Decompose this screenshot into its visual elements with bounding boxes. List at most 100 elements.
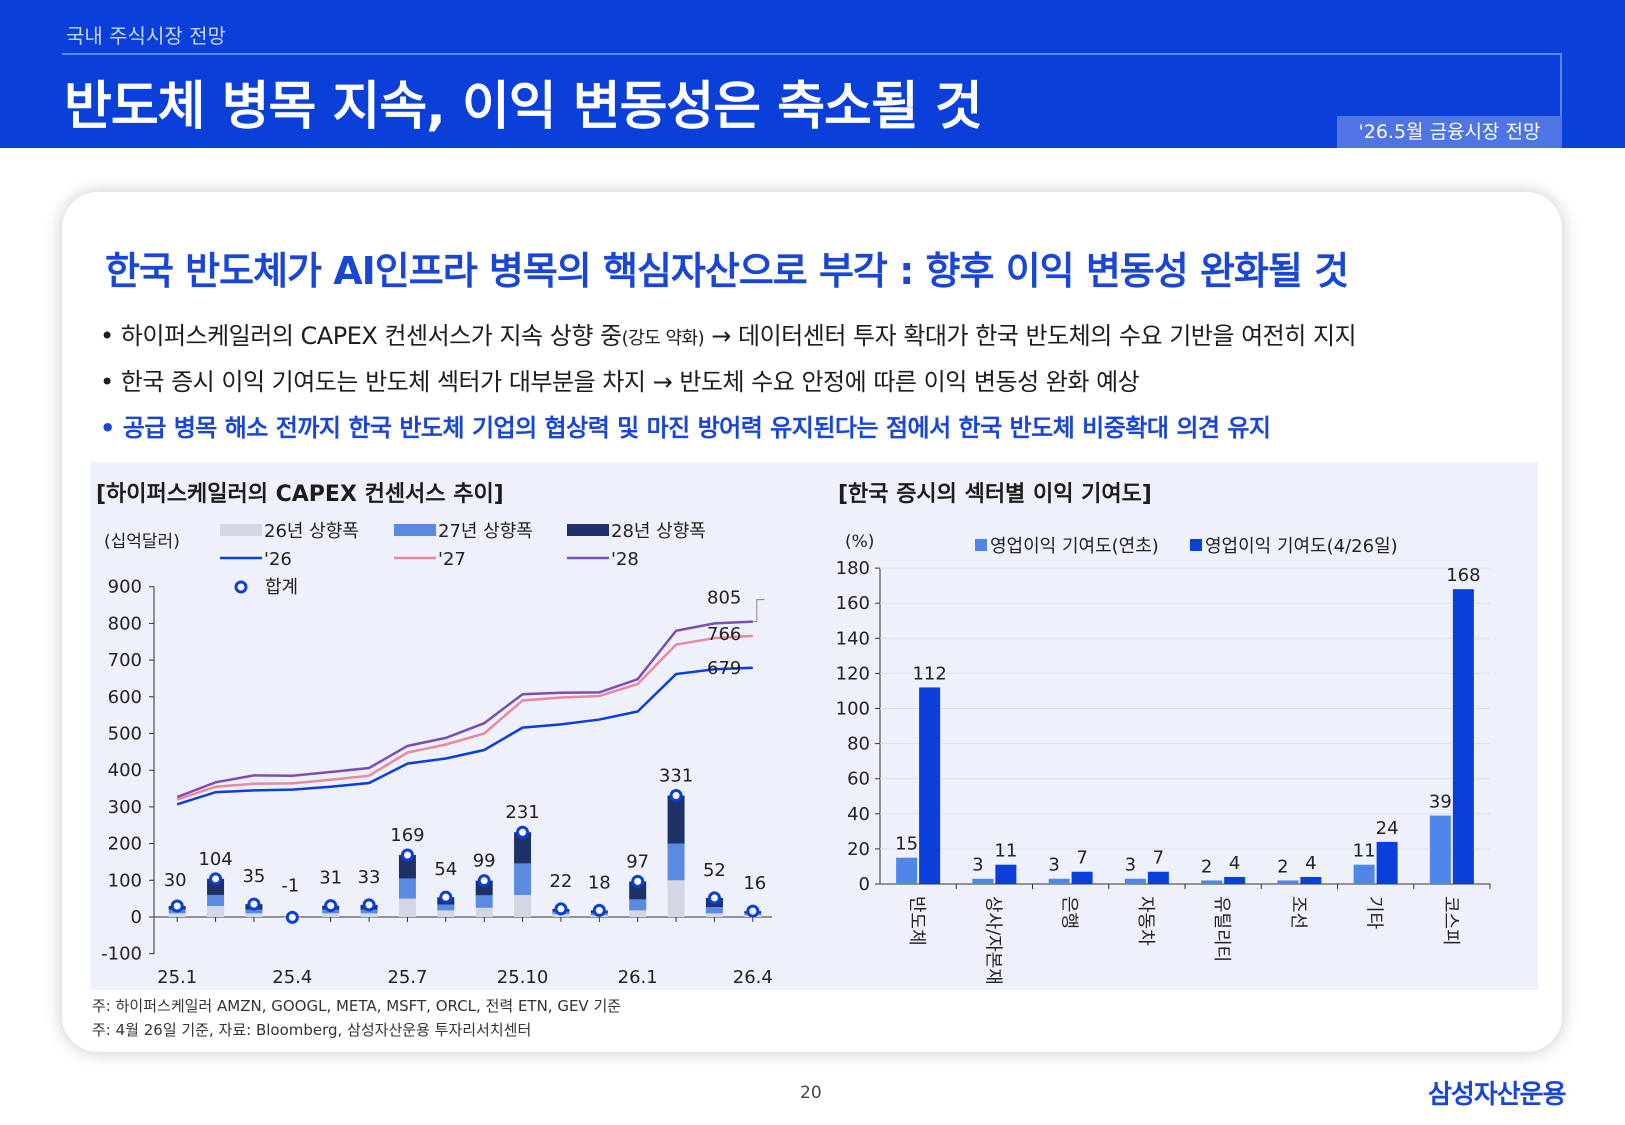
capex-total-marker <box>324 899 338 913</box>
capex-legend-label: '26 <box>264 549 292 570</box>
sector-y-tick-label: 140 <box>836 628 870 649</box>
capex-total-label: 52 <box>703 860 726 881</box>
sector-legend-label: 영업이익 기여도(4/26일) <box>1205 536 1398 557</box>
capex-line-27 <box>176 634 753 801</box>
capex-total-label: 16 <box>743 873 766 894</box>
capex-bar-segment <box>514 832 532 864</box>
capex-total-marker <box>362 898 376 912</box>
capex-total-marker <box>285 910 299 924</box>
capex-total-label: 35 <box>242 866 265 887</box>
header-rule-vertical <box>1560 53 1562 117</box>
capex-bar-segment <box>398 878 416 899</box>
capex-legend-swatch <box>394 524 436 536</box>
footnote-1: 주: 하이퍼스케일러 AMZN, GOOGL, META, MSFT, ORCL… <box>92 997 622 1015</box>
capex-total-label: 22 <box>549 871 572 892</box>
capex-legend-label: 28년 상향폭 <box>611 521 706 542</box>
capex-total-marker <box>631 874 645 888</box>
capex-total-marker <box>669 789 683 803</box>
capex-bar-segment <box>667 880 685 917</box>
sector-y-tick-label: 60 <box>847 769 870 790</box>
page-title: 반도체 병목 지속, 이익 변동성은 축소될 것 <box>64 77 983 137</box>
capex-unit-label: (십억달러) <box>104 532 180 552</box>
capex-y-tick-label: 0 <box>131 907 142 928</box>
sector-category-label: 유틸리티 <box>1211 896 1232 962</box>
capex-total-marker <box>516 825 530 839</box>
capex-y-tick-label: 200 <box>108 834 142 855</box>
sector-data-label: 7 <box>1153 848 1164 869</box>
capex-x-tick-label: 25.10 <box>497 967 549 988</box>
capex-bar-segment <box>475 895 493 908</box>
sector-bar <box>1224 876 1246 884</box>
capex-bar-segment <box>667 843 685 881</box>
capex-y-tick-label: 900 <box>108 577 142 598</box>
capex-x-tick-label: 25.1 <box>157 967 197 988</box>
capex-x-tick-label: 25.7 <box>387 967 427 988</box>
capex-y-tick-label: 800 <box>108 613 142 634</box>
sector-data-label: 7 <box>1076 848 1087 869</box>
capex-x-tick-label: 26.4 <box>733 967 773 988</box>
capex-legend-label: '28 <box>611 549 639 570</box>
capex-total-marker <box>554 902 568 916</box>
sector-bar <box>1452 589 1474 884</box>
capex-total-marker <box>707 891 721 905</box>
sector-y-tick-label: 120 <box>836 663 870 684</box>
capex-bar-segment <box>245 909 263 914</box>
sector-bar <box>1353 864 1375 884</box>
sector-bar <box>1277 880 1299 884</box>
sector-data-label: 24 <box>1376 818 1399 839</box>
sector-unit-label: (%) <box>845 532 874 552</box>
capex-total-label: 33 <box>358 867 381 888</box>
capex-end-label: 766 <box>707 624 741 645</box>
sector-data-label: 3 <box>1125 855 1136 876</box>
capex-total-label: 231 <box>505 802 539 823</box>
sector-legend-swatch <box>1190 539 1202 551</box>
sector-data-label: 2 <box>1201 856 1212 877</box>
capex-bar-segment <box>360 909 378 914</box>
bullet-2: • 한국 증시 이익 기여도는 반도체 섹터가 대부분을 차지 → 반도체 수요… <box>100 368 1140 396</box>
sector-bar <box>1048 878 1070 884</box>
capex-bar-segment <box>207 905 225 917</box>
page-number: 20 <box>800 1083 822 1103</box>
capex-total-label: 31 <box>319 868 342 889</box>
capex-total-marker <box>477 874 491 888</box>
sector-data-label: 3 <box>1048 855 1059 876</box>
capex-total-label: 97 <box>626 851 649 872</box>
sector-bar <box>1300 876 1322 884</box>
sector-legend-swatch <box>975 539 987 551</box>
capex-legend-swatch <box>567 524 609 536</box>
report-tag: '26.5월 금융시장 전망 <box>1337 116 1562 148</box>
capex-y-tick-label: 500 <box>108 724 142 745</box>
capex-y-tick-label: -100 <box>101 944 142 965</box>
sector-category-label: 코스피 <box>1440 896 1461 946</box>
sector-data-label: 4 <box>1229 853 1240 874</box>
bullet-1-main: • 하이퍼스케일러의 CAPEX 컨센서스가 지속 상향 중 <box>100 322 622 350</box>
capex-legend-swatch <box>220 524 262 536</box>
bullet-1-note: (강도 약화) <box>621 328 705 349</box>
sector-data-label: 112 <box>912 663 946 684</box>
capex-legend-label: 26년 상향폭 <box>264 521 359 542</box>
capex-legend-total-marker <box>234 580 248 594</box>
capex-end-label: 805 <box>707 588 741 609</box>
bullet-1-rest: → 데이터센터 투자 확대가 한국 반도체의 수요 기반을 여전히 지지 <box>704 322 1357 350</box>
capex-x-tick-label: 26.1 <box>618 967 658 988</box>
sector-y-tick-label: 40 <box>847 804 870 825</box>
sector-category-label: 은행 <box>1059 896 1080 929</box>
sector-category-label: 자동차 <box>1135 896 1156 946</box>
header-band: 국내 주식시장 전망 반도체 병목 지속, 이익 변동성은 축소될 것 '26.… <box>0 0 1625 148</box>
capex-bar-segment <box>437 904 455 911</box>
capex-legend-label: '27 <box>438 549 466 570</box>
capex-total-label: 30 <box>164 870 187 891</box>
sector-data-label: 11 <box>994 841 1017 862</box>
capex-bar-segment <box>322 913 340 917</box>
sector-bar <box>896 857 918 884</box>
capex-bar-segment <box>398 854 416 879</box>
sector-category-label: 조선 <box>1287 896 1308 929</box>
sector-data-label: 39 <box>1429 792 1452 813</box>
capex-bar-segment <box>705 913 723 917</box>
header-rule <box>62 53 1562 55</box>
capex-y-tick-label: 600 <box>108 687 142 708</box>
sector-y-tick-label: 80 <box>847 734 870 755</box>
capex-total-marker <box>170 899 184 913</box>
capex-total-label: 99 <box>473 851 496 872</box>
